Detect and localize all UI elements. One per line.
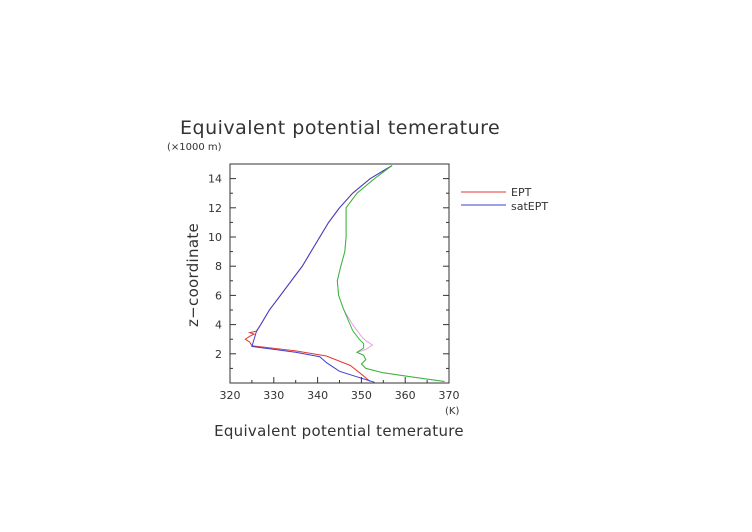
series-line-3 <box>336 165 445 382</box>
y-tick-label: 4 <box>215 319 222 332</box>
legend-label-satept: satEPT <box>511 200 548 213</box>
y-unit-label: (×1000 m) <box>167 142 222 153</box>
series-line-2 <box>251 165 393 383</box>
y-axis-title: z−coordinate <box>184 223 202 327</box>
legend: EPT satEPT <box>461 186 548 213</box>
y-tick-label: 2 <box>215 348 222 361</box>
y-axis-ticks: 2 4 6 8 10 12 14 <box>208 173 449 369</box>
x-unit-label: (K) <box>445 406 459 417</box>
y-tick-label: 10 <box>208 231 222 244</box>
y-tick-label: 6 <box>215 289 222 302</box>
y-tick-label: 8 <box>215 260 222 273</box>
series-line-0 <box>244 165 393 382</box>
x-axis-title: Equivalent potential temerature <box>214 422 464 440</box>
x-tick-label: 350 <box>351 389 372 402</box>
x-axis-ticks: 320 330 340 350 360 370 <box>220 377 460 402</box>
x-tick-label: 330 <box>263 389 284 402</box>
y-tick-label: 12 <box>208 202 222 215</box>
x-tick-label: 370 <box>439 389 460 402</box>
legend-label-ept: EPT <box>511 186 532 199</box>
x-tick-label: 340 <box>307 389 328 402</box>
series-lines <box>244 165 445 383</box>
x-tick-label: 360 <box>395 389 416 402</box>
y-tick-label: 14 <box>208 173 222 186</box>
chart-title: Equivalent potential temerature <box>180 117 500 139</box>
x-tick-label: 320 <box>220 389 241 402</box>
